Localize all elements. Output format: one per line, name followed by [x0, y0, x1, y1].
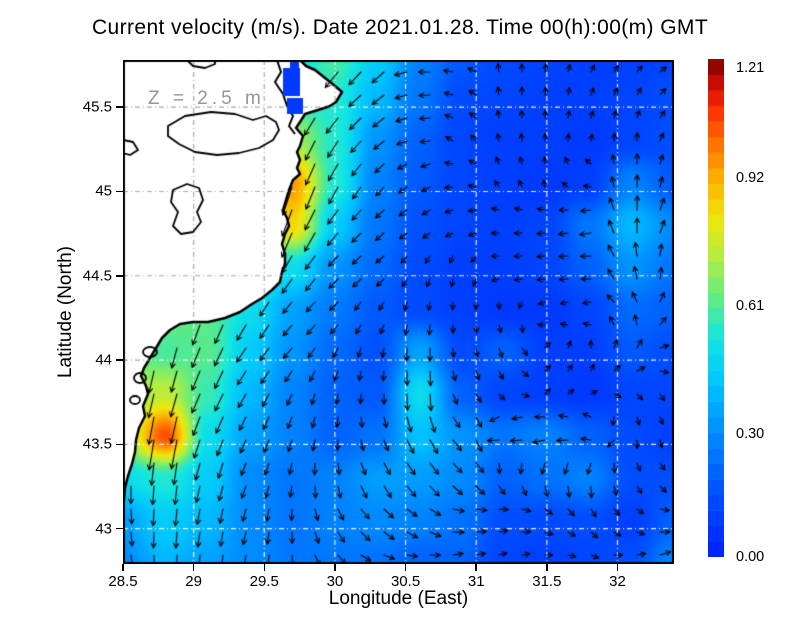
y-tick-mark	[116, 106, 123, 108]
y-tick-label: 45.5	[82, 98, 112, 116]
x-tick-label: 31.5	[532, 573, 562, 590]
y-axis-label: Latitude (North)	[55, 245, 76, 379]
y-tick-mark	[116, 443, 123, 446]
x-tick-label: 32	[609, 573, 626, 590]
y-tick-label: 43.5	[82, 435, 112, 453]
x-tick-label: 30.5	[390, 573, 421, 590]
y-tick-mark	[116, 527, 123, 530]
y-tick-label: 44	[95, 351, 112, 369]
y-tick-mark	[116, 359, 123, 361]
y-tick-label: 45	[95, 182, 112, 200]
x-tick-label: 30	[326, 573, 344, 590]
x-tick-mark	[616, 564, 619, 571]
y-tick-mark	[116, 190, 123, 193]
x-tick-label: 28.5	[108, 573, 138, 590]
y-tick-label: 44.5	[82, 267, 112, 285]
x-tick-mark	[192, 564, 195, 571]
colorbar-tick-label: 0.61	[736, 297, 765, 314]
x-tick-label: 29	[185, 573, 202, 590]
x-axis-label: Longitude (East)	[328, 588, 469, 609]
x-tick-label: 31	[467, 573, 485, 590]
plot-title: Current velocity (m/s). Date 2021.01.28.…	[91, 16, 709, 39]
y-tick-label: 43	[95, 520, 112, 538]
colorbar-tick-label: 0.00	[736, 549, 765, 565]
map-canvas	[123, 60, 674, 564]
colorbar	[708, 59, 724, 557]
x-tick-label: 29.5	[249, 573, 279, 590]
x-tick-mark	[334, 564, 336, 571]
x-tick-mark	[263, 564, 266, 571]
colorbar-tick-label: 1.21	[736, 60, 765, 76]
y-tick-mark	[116, 275, 123, 277]
x-tick-mark	[546, 564, 548, 571]
depth-annotation: Z = 2.5 m	[148, 88, 265, 109]
colorbar-tick-label: 0.92	[736, 170, 765, 187]
x-tick-mark	[122, 564, 124, 571]
x-tick-mark	[404, 564, 407, 571]
x-tick-mark	[475, 564, 477, 571]
colorbar-tick-label: 0.30	[736, 425, 765, 442]
